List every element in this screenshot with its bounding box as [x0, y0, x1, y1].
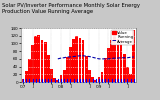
Bar	[117, 39, 119, 82]
Bar	[41, 40, 43, 82]
Bar	[47, 55, 50, 82]
Bar	[60, 75, 62, 82]
Bar	[34, 36, 37, 82]
Bar	[98, 77, 100, 82]
Bar	[22, 79, 24, 82]
Bar	[28, 59, 31, 82]
Bar	[66, 57, 69, 82]
Bar	[110, 40, 113, 82]
Bar	[63, 70, 65, 82]
Bar	[53, 78, 56, 82]
Bar	[88, 70, 91, 82]
Text: Solar PV/Inverter Performance Monthly Solar Energy Production Value Running Aver: Solar PV/Inverter Performance Monthly So…	[2, 3, 140, 14]
Legend: Value, Running
Average: Value, Running Average	[111, 30, 134, 45]
Bar	[123, 54, 126, 82]
Bar	[107, 48, 110, 82]
Bar	[56, 80, 59, 82]
Bar	[132, 30, 135, 82]
Bar	[72, 39, 75, 82]
Bar	[129, 74, 132, 82]
Bar	[25, 71, 28, 82]
Bar	[94, 80, 97, 82]
Bar	[79, 38, 81, 82]
Bar	[104, 58, 107, 82]
Bar	[37, 35, 40, 82]
Bar	[31, 45, 34, 82]
Bar	[113, 36, 116, 82]
Bar	[101, 72, 104, 82]
Bar	[69, 47, 72, 82]
Bar	[120, 40, 122, 82]
Bar	[76, 36, 78, 82]
Bar	[50, 68, 53, 82]
Bar	[126, 67, 129, 82]
Bar	[91, 77, 94, 82]
Bar	[44, 42, 47, 82]
Bar	[82, 40, 84, 82]
Bar	[85, 56, 88, 82]
